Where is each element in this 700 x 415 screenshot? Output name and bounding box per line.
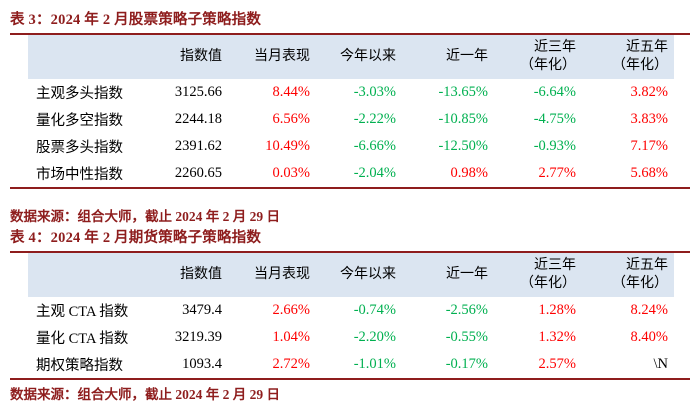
- column-header: 近三年 （年化）: [520, 40, 576, 73]
- value-cell: \N: [653, 356, 669, 372]
- value-cell: 1.04%: [272, 329, 310, 345]
- row-label: 股票多头指数: [36, 140, 123, 156]
- value-cell: 2.57%: [538, 356, 576, 372]
- column-header: 近五年 （年化）: [612, 40, 668, 73]
- value-cell: 6.56%: [272, 111, 310, 127]
- column-header: 指数值: [180, 267, 222, 282]
- table-row: 期权策略指数 1093.4 2.72% -1.01% -0.17% 2.57% \N: [28, 351, 674, 378]
- table-row: 主观 CTA 指数 3479.4 2.66% -0.74% -2.56% 1.28% 8.2…: [28, 297, 674, 324]
- value-cell: 3479.4: [182, 302, 222, 318]
- table-row: 量化 CTA 指数 3219.39 1.04% -2.20% -0.55% 1.32% 8.…: [28, 324, 674, 351]
- table-row: 市场中性指数 2260.65 0.03% -2.04% 0.98% 2.77% 5.68%: [28, 160, 674, 187]
- column-header: 近五年 （年化）: [612, 258, 668, 291]
- value-cell: 0.03%: [272, 165, 310, 181]
- value-cell: 2.77%: [538, 165, 576, 181]
- table3-top-rule: [10, 33, 690, 35]
- row-label-header: [28, 35, 162, 79]
- table3-body: 主观多头指数 3125.66 8.44% -3.03% -13.65% -6.64% 3.8…: [28, 79, 674, 187]
- value-cell: -6.64%: [533, 84, 576, 100]
- value-cell: 3219.39: [174, 329, 222, 345]
- table3-title: 表 3：2024 年 2 月股票策略子策略指数: [10, 12, 262, 28]
- column-header: 近一年: [446, 267, 488, 282]
- value-cell: 3.83%: [630, 111, 668, 127]
- table-row: 量化多空指数 2244.18 6.56% -2.22% -10.85% -4.75% 3.8…: [28, 106, 674, 133]
- value-cell: 8.44%: [272, 84, 310, 100]
- row-label: 市场中性指数: [36, 167, 123, 183]
- value-cell: 2391.62: [174, 138, 222, 154]
- table3-header: 指数值 当月表现 今年以来 近一年 近三年 （年化） 近五年 （年化）: [28, 35, 674, 79]
- table3-section: 表 3：2024 年 2 月股票策略子策略指数 指数值 当月表现 今年以来 近一年 近三…: [10, 10, 690, 226]
- row-label: 量化 CTA 指数: [36, 331, 129, 347]
- table3-bottom-rule: [10, 187, 690, 189]
- value-cell: 1.28%: [538, 302, 576, 318]
- table4-source: 数据来源：组合大师，截止 2024 年 2 月 29 日: [10, 387, 280, 402]
- row-label: 量化多空指数: [36, 113, 123, 129]
- value-cell: -13.65%: [438, 84, 488, 100]
- value-cell: 3125.66: [174, 84, 222, 100]
- table4-top-rule: [10, 251, 690, 253]
- value-cell: 0.98%: [450, 165, 488, 181]
- row-label: 期权策略指数: [36, 358, 123, 374]
- value-cell: 1.32%: [538, 329, 576, 345]
- column-header: 今年以来: [340, 49, 396, 64]
- table4-title: 表 4：2024 年 2 月期货策略子策略指数: [10, 230, 262, 246]
- value-cell: -12.50%: [438, 138, 488, 154]
- table4-body: 主观 CTA 指数 3479.4 2.66% -0.74% -2.56% 1.28% 8.2…: [28, 297, 674, 378]
- value-cell: -1.01%: [353, 356, 396, 372]
- value-cell: 7.17%: [630, 138, 668, 154]
- column-header: 当月表现: [254, 49, 310, 64]
- value-cell: 2260.65: [174, 165, 222, 181]
- column-header: 当月表现: [254, 267, 310, 282]
- value-cell: 5.68%: [630, 165, 668, 181]
- value-cell: 2.66%: [272, 302, 310, 318]
- value-cell: -3.03%: [353, 84, 396, 100]
- table4-bottom-rule: [10, 378, 690, 380]
- value-cell: -2.56%: [445, 302, 488, 318]
- table4-section: 表 4：2024 年 2 月期货策略子策略指数 指数值 当月表现 今年以来 近一年 近三…: [10, 228, 690, 404]
- value-cell: -2.04%: [353, 165, 396, 181]
- value-cell: -0.74%: [353, 302, 396, 318]
- table3-source: 数据来源：组合大师，截止 2024 年 2 月 29 日: [10, 209, 280, 224]
- value-cell: 2244.18: [174, 111, 222, 127]
- value-cell: -0.55%: [445, 329, 488, 345]
- table-row: 主观多头指数 3125.66 8.44% -3.03% -13.65% -6.64% 3.8…: [28, 79, 674, 106]
- header-row: 指数值 当月表现 今年以来 近一年 近三年 （年化） 近五年 （年化）: [28, 35, 674, 79]
- value-cell: -2.22%: [353, 111, 396, 127]
- value-cell: 8.24%: [630, 302, 668, 318]
- value-cell: 10.49%: [265, 138, 310, 154]
- table4-header: 指数值 当月表现 今年以来 近一年 近三年 （年化） 近五年 （年化）: [28, 253, 674, 297]
- value-cell: -2.20%: [353, 329, 396, 345]
- row-label: 主观多头指数: [36, 86, 123, 102]
- value-cell: -4.75%: [533, 111, 576, 127]
- column-header: 今年以来: [340, 267, 396, 282]
- value-cell: -10.85%: [438, 111, 488, 127]
- value-cell: 1093.4: [182, 356, 222, 372]
- column-header: 近一年: [446, 49, 488, 64]
- table3: 指数值 当月表现 今年以来 近一年 近三年 （年化） 近五年 （年化） 主观多头指数 3125.…: [28, 35, 674, 187]
- table4: 指数值 当月表现 今年以来 近一年 近三年 （年化） 近五年 （年化） 主观 CTA 指数 34…: [28, 253, 674, 378]
- value-cell: 8.40%: [630, 329, 668, 345]
- table-row: 股票多头指数 2391.62 10.49% -6.66% -12.50% -0.93% 7.…: [28, 133, 674, 160]
- row-label: 主观 CTA 指数: [36, 304, 129, 320]
- column-header: 近三年 （年化）: [520, 258, 576, 291]
- value-cell: -0.17%: [445, 356, 488, 372]
- value-cell: 3.82%: [630, 84, 668, 100]
- row-label-header: [28, 253, 162, 297]
- value-cell: 2.72%: [272, 356, 310, 372]
- value-cell: -0.93%: [533, 138, 576, 154]
- header-row: 指数值 当月表现 今年以来 近一年 近三年 （年化） 近五年 （年化）: [28, 253, 674, 297]
- value-cell: -6.66%: [353, 138, 396, 154]
- column-header: 指数值: [180, 49, 222, 64]
